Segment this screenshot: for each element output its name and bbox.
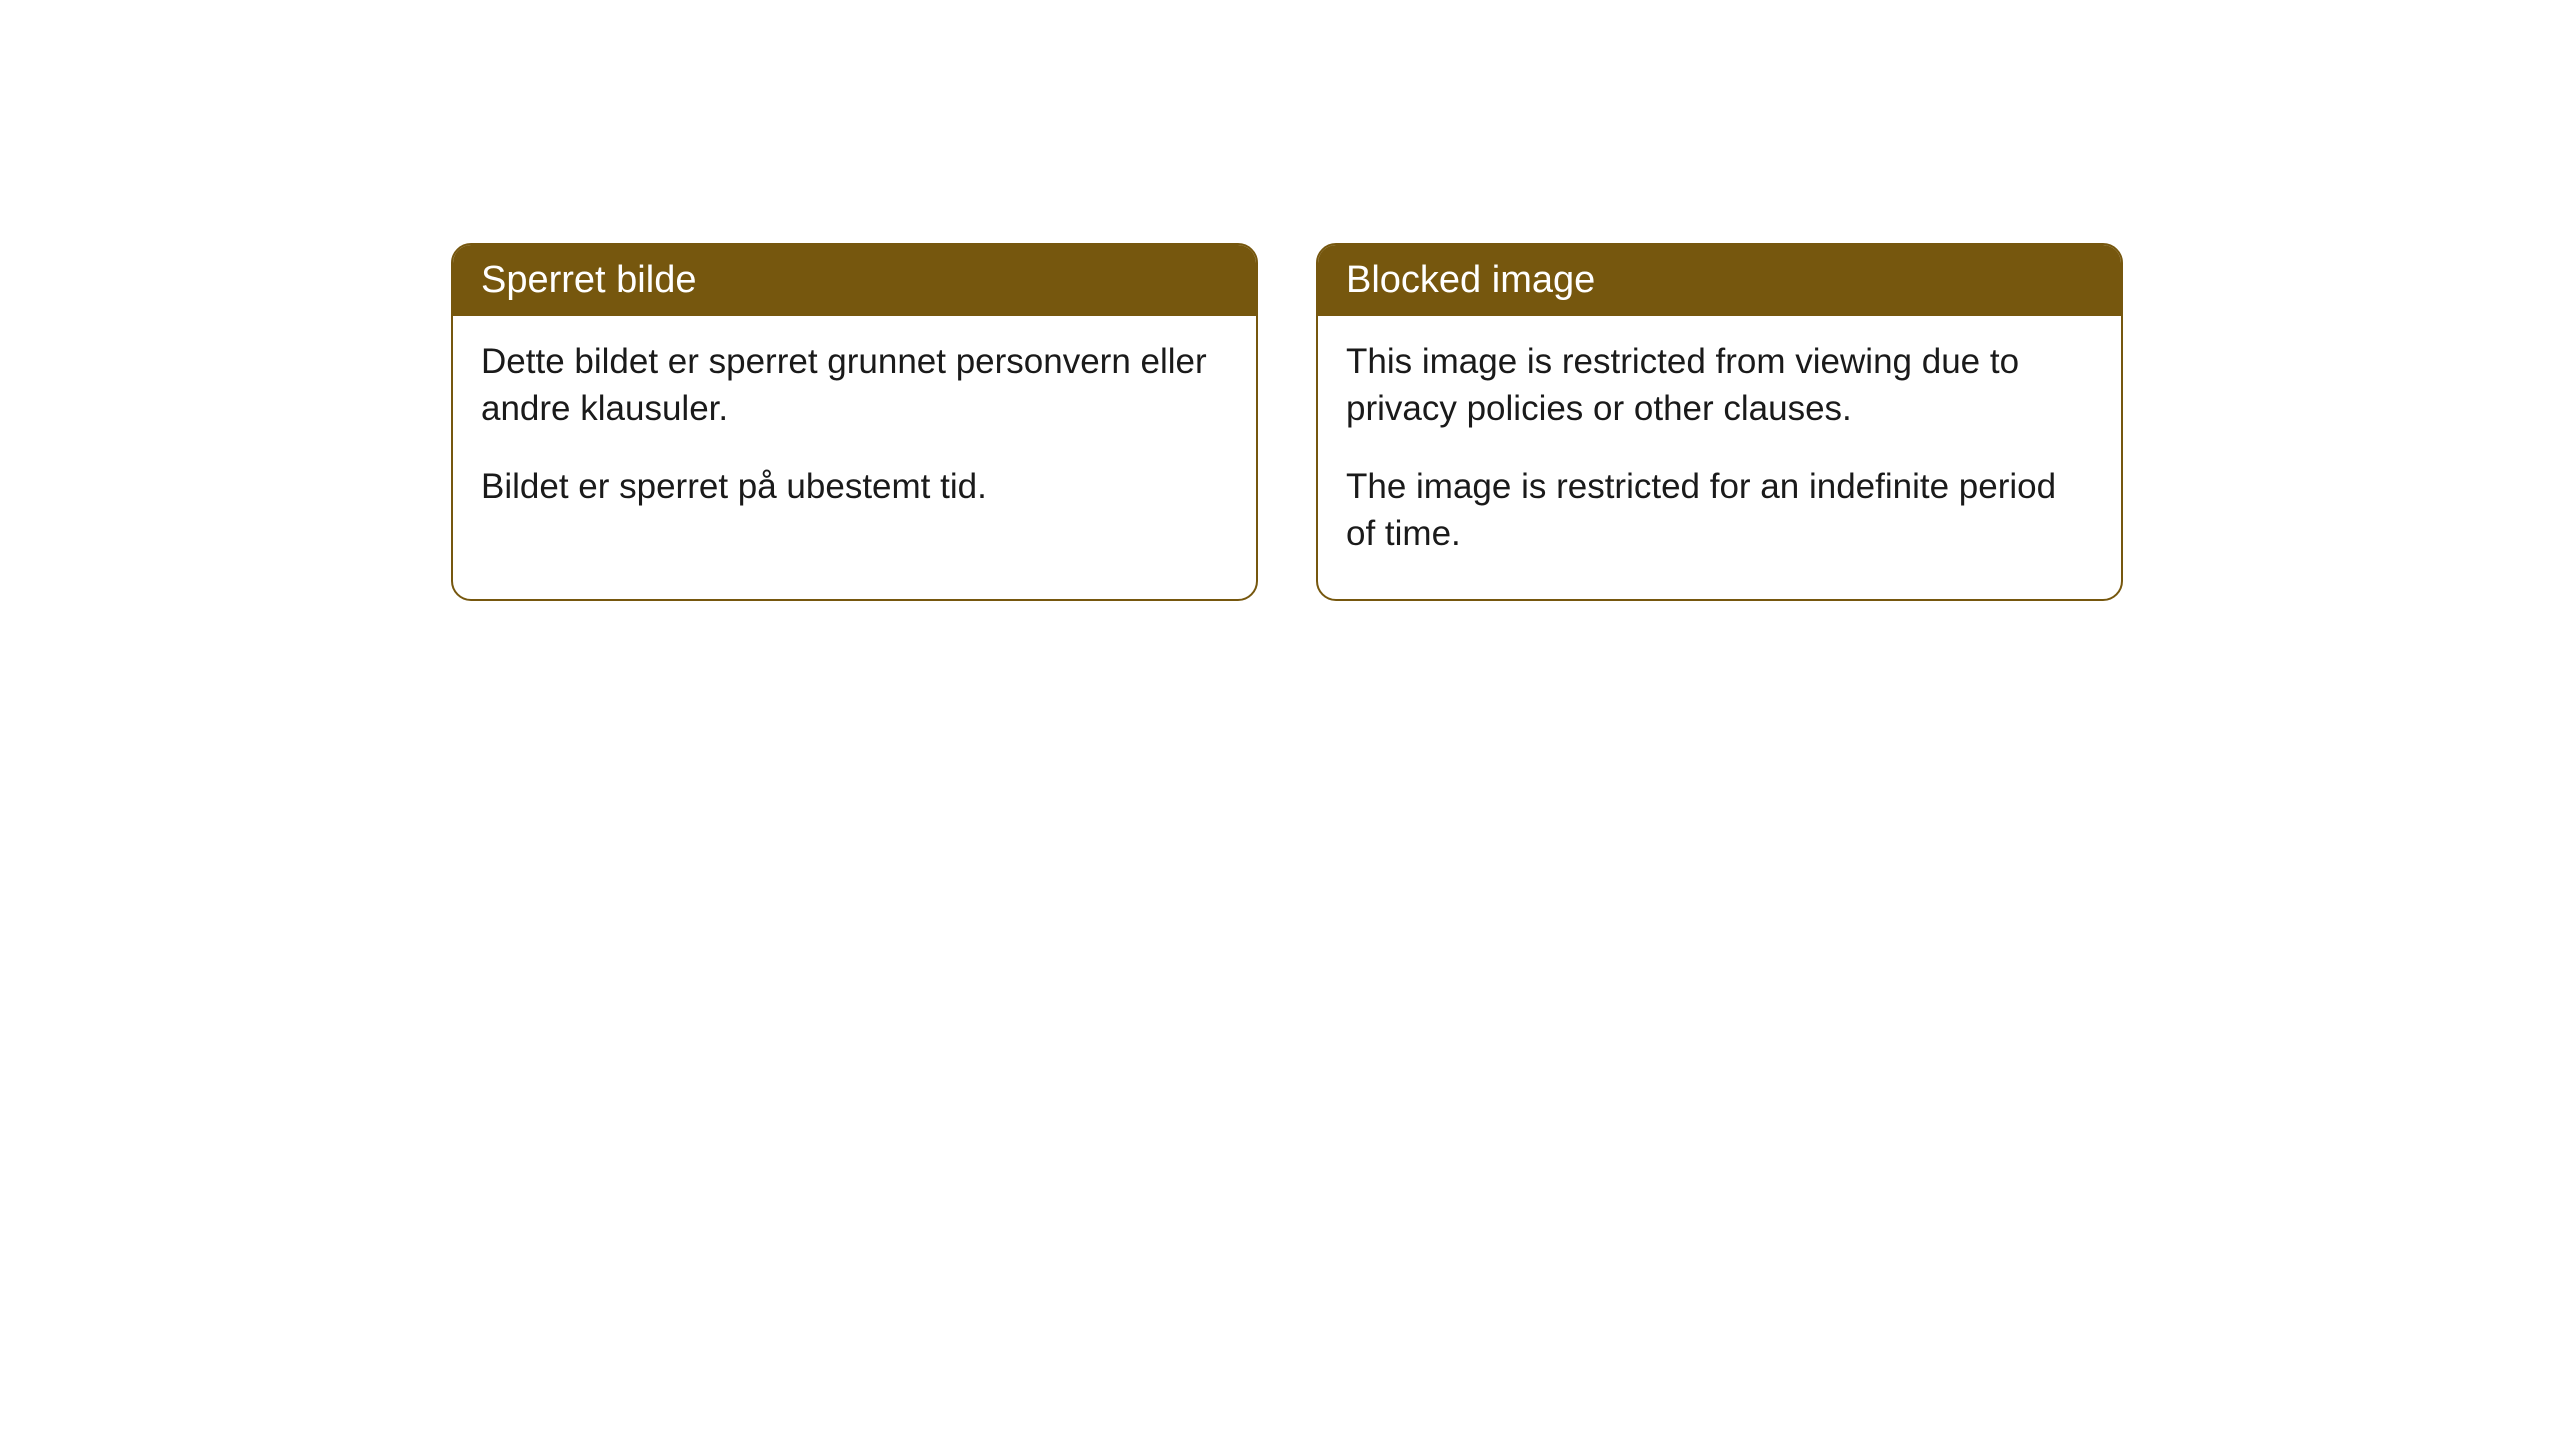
card-title: Sperret bilde — [481, 259, 696, 301]
notice-card-english: Blocked image This image is restricted f… — [1316, 243, 2123, 601]
card-paragraph: This image is restricted from viewing du… — [1346, 338, 2093, 433]
card-paragraph: The image is restricted for an indefinit… — [1346, 463, 2093, 558]
card-header: Blocked image — [1318, 245, 2121, 316]
card-body: This image is restricted from viewing du… — [1318, 316, 2121, 599]
card-paragraph: Dette bildet er sperret grunnet personve… — [481, 338, 1228, 433]
card-paragraph: Bildet er sperret på ubestemt tid. — [481, 463, 1228, 510]
card-header: Sperret bilde — [453, 245, 1256, 316]
card-body: Dette bildet er sperret grunnet personve… — [453, 316, 1256, 552]
notice-card-norwegian: Sperret bilde Dette bildet er sperret gr… — [451, 243, 1258, 601]
notice-cards-container: Sperret bilde Dette bildet er sperret gr… — [0, 0, 2560, 601]
card-title: Blocked image — [1346, 259, 1595, 301]
